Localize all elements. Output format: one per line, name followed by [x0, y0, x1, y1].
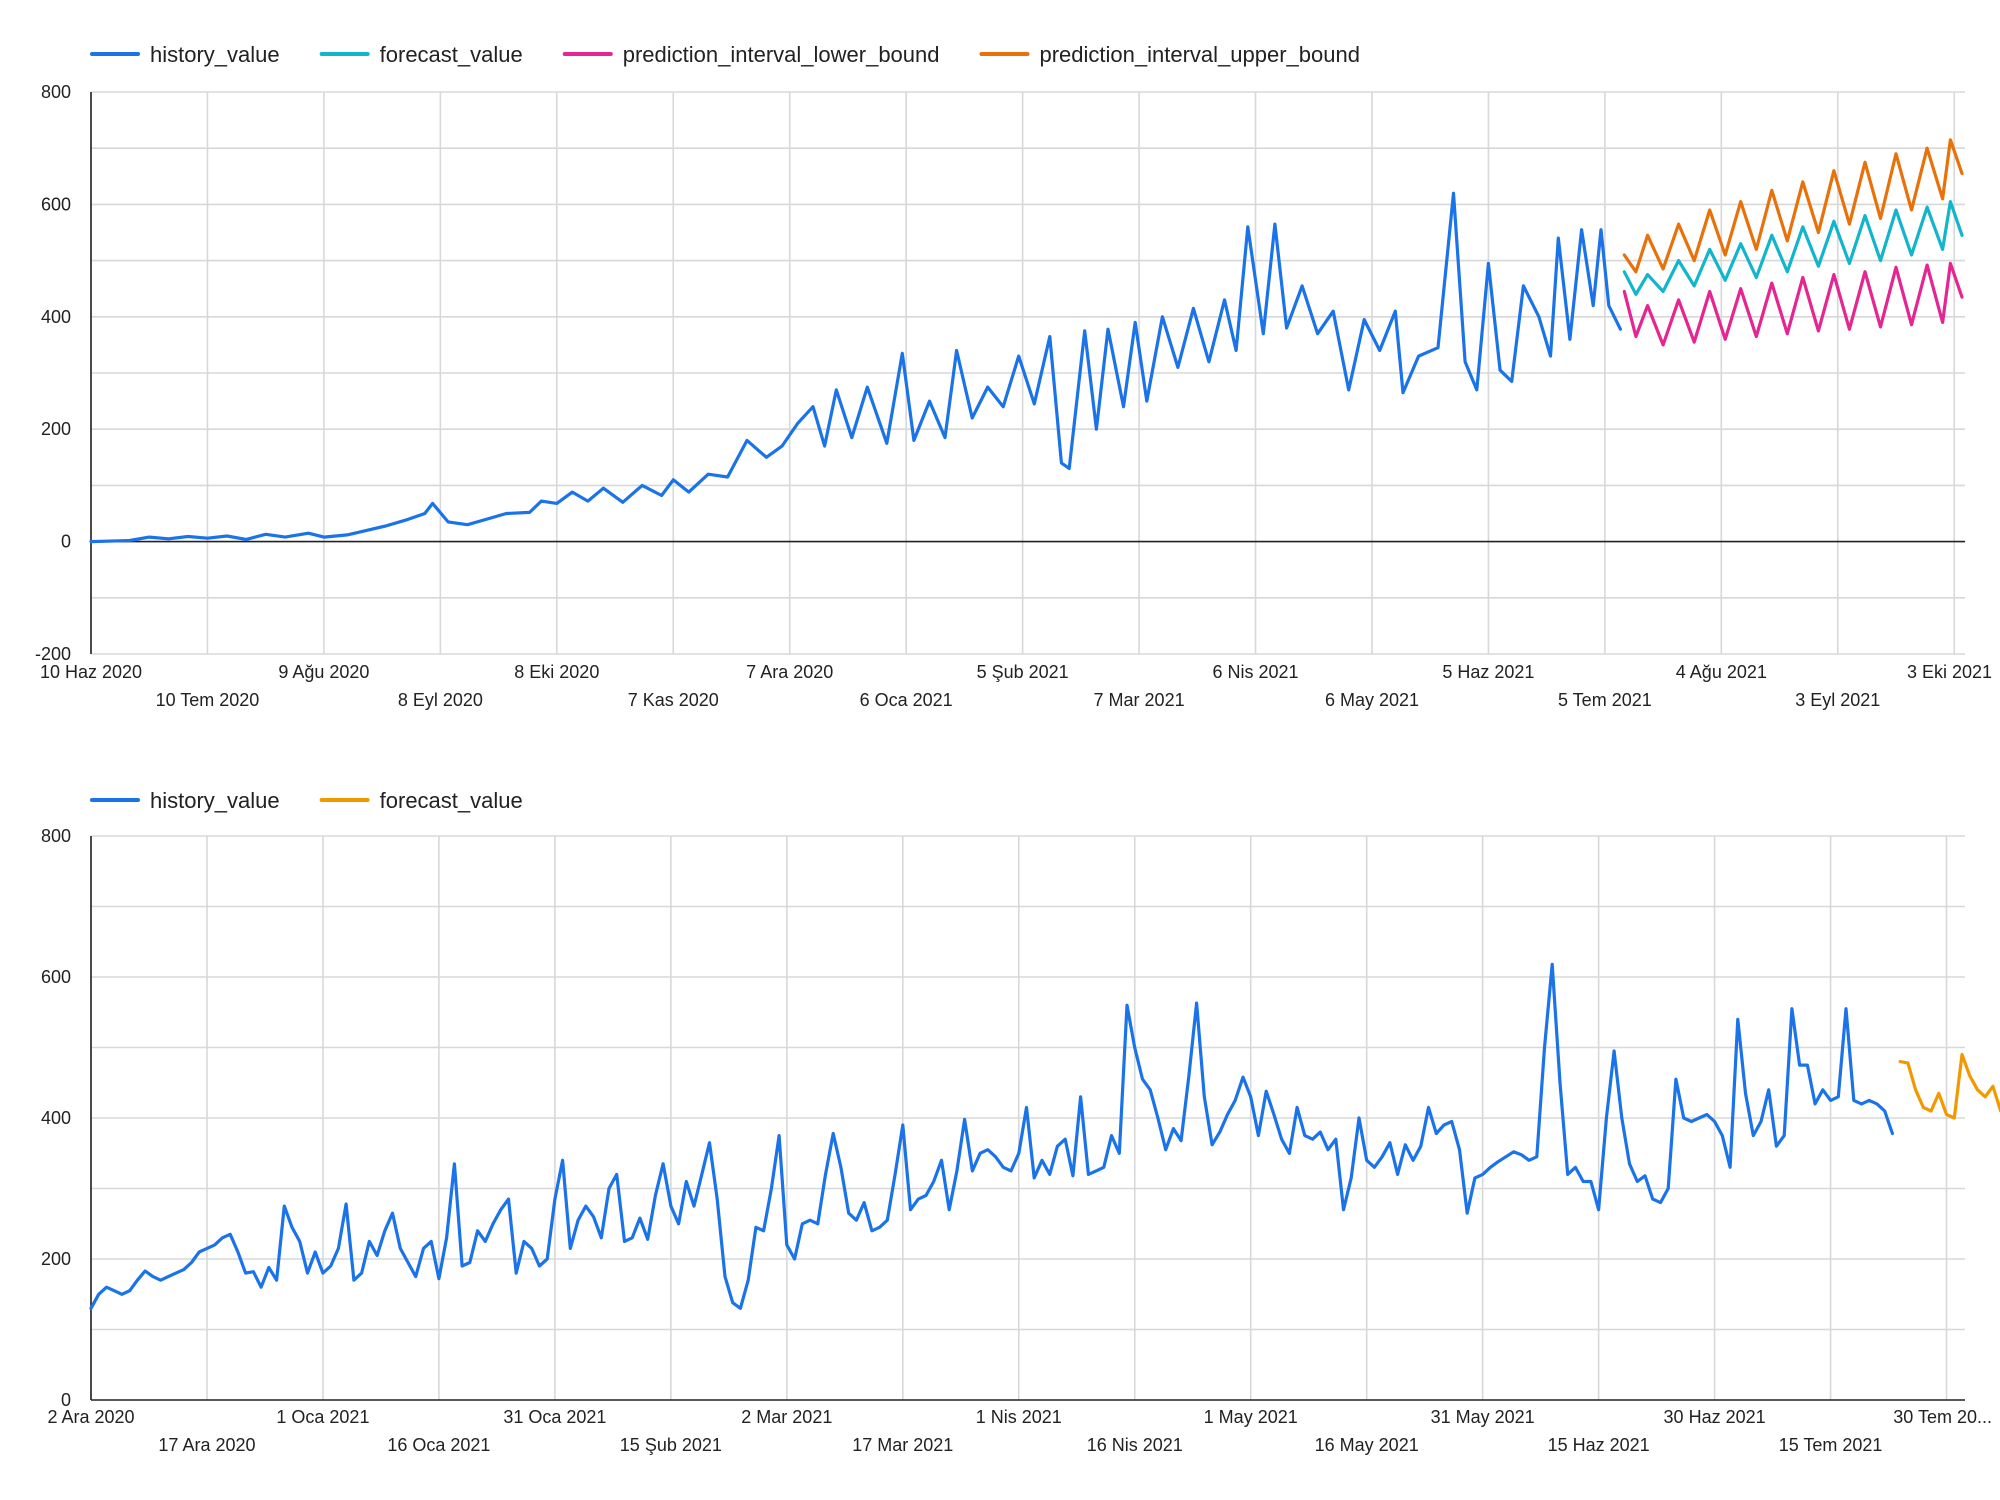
legend-item-prediction-interval-upper-bound[interactable]: prediction_interval_upper_bound — [979, 42, 1360, 67]
x-tick-label: 1 Oca 2021 — [276, 1407, 369, 1427]
x-tick-label: 30 Tem 20... — [1893, 1407, 1992, 1427]
y-tick-label: 600 — [41, 967, 71, 987]
legend-label: forecast_value — [380, 42, 523, 67]
legend-label: history_value — [150, 788, 280, 813]
y-tick-label: 200 — [41, 1249, 71, 1269]
x-tick-label: 7 Kas 2020 — [628, 690, 719, 710]
legend-item-forecast-value[interactable]: forecast_value — [319, 42, 523, 67]
x-tick-label: 16 May 2021 — [1315, 1435, 1419, 1455]
y-tick-label: 800 — [41, 826, 71, 846]
x-tick-label: 15 Tem 2021 — [1779, 1435, 1883, 1455]
series-line-prediction-interval-lower-bound — [1622, 261, 1964, 347]
x-tick-label: 1 May 2021 — [1204, 1407, 1298, 1427]
x-tick-label: 6 May 2021 — [1325, 690, 1419, 710]
x-tick-label: 31 Oca 2021 — [503, 1407, 606, 1427]
x-tick-label: 5 Haz 2021 — [1442, 662, 1534, 682]
x-tick-label: 5 Şub 2021 — [977, 662, 1069, 682]
y-tick-label: 800 — [41, 82, 71, 102]
chart-bottom: 800 600 400 200 02 Ara 2020 17 Ara 2020 1 Oca … — [41, 788, 2000, 1455]
x-tick-label: 17 Mar 2021 — [852, 1435, 953, 1455]
x-tick-label: 16 Nis 2021 — [1087, 1435, 1183, 1455]
y-tick-label: 400 — [41, 1108, 71, 1128]
y-tick-label: 200 — [41, 419, 71, 439]
x-tick-label: 3 Eki 2021 — [1907, 662, 1992, 682]
legend-item-history-value[interactable]: history_value — [90, 788, 280, 813]
legend-item-prediction-interval-lower-bound[interactable]: prediction_interval_lower_bound — [562, 42, 940, 67]
x-tick-label: 30 Haz 2021 — [1664, 1407, 1766, 1427]
x-tick-label: 17 Ara 2020 — [158, 1435, 255, 1455]
series-line-history-value — [89, 191, 1622, 544]
x-tick-label: 31 May 2021 — [1431, 1407, 1535, 1427]
x-tick-label: 8 Eyl 2020 — [398, 690, 483, 710]
legend-label: history_value — [150, 42, 280, 67]
y-tick-label: 400 — [41, 307, 71, 327]
series-line-forecast-value — [1898, 1052, 2000, 1120]
series-line-prediction-interval-upper-bound — [1622, 138, 1964, 274]
y-tick-label: 0 — [61, 532, 71, 552]
x-tick-label: 15 Şub 2021 — [620, 1435, 722, 1455]
x-tick-label: 5 Tem 2021 — [1558, 690, 1652, 710]
legend-label: prediction_interval_lower_bound — [623, 42, 940, 67]
x-tick-label: 9 Ağu 2020 — [278, 662, 369, 682]
x-tick-label: 16 Oca 2021 — [387, 1435, 490, 1455]
x-tick-label: 3 Eyl 2021 — [1795, 690, 1880, 710]
x-tick-label: 15 Haz 2021 — [1548, 1435, 1650, 1455]
x-tick-label: 1 Nis 2021 — [976, 1407, 1062, 1427]
x-tick-label: 7 Ara 2020 — [746, 662, 833, 682]
legend-label: prediction_interval_upper_bound — [1040, 42, 1360, 67]
y-tick-label: 600 — [41, 194, 71, 214]
x-tick-label: 10 Haz 2020 — [40, 662, 142, 682]
legend-item-history-value[interactable]: history_value — [90, 42, 280, 67]
series-line-forecast-value — [1622, 200, 1964, 296]
y-tick-label: -200 — [35, 644, 71, 664]
x-tick-label: 7 Mar 2021 — [1094, 690, 1185, 710]
x-tick-label: 4 Ağu 2021 — [1676, 662, 1767, 682]
x-tick-label: 2 Ara 2020 — [47, 1407, 134, 1427]
y-tick-label: 0 — [61, 1390, 71, 1410]
x-tick-label: 2 Mar 2021 — [741, 1407, 832, 1427]
x-tick-label: 8 Eki 2020 — [514, 662, 599, 682]
x-tick-label: 6 Oca 2021 — [860, 690, 953, 710]
x-tick-label: 6 Nis 2021 — [1212, 662, 1298, 682]
legend-label: forecast_value — [380, 788, 523, 813]
x-tick-label: 10 Tem 2020 — [156, 690, 260, 710]
legend-item-forecast-value[interactable]: forecast_value — [319, 788, 523, 813]
series-line-history-value — [89, 962, 1894, 1310]
